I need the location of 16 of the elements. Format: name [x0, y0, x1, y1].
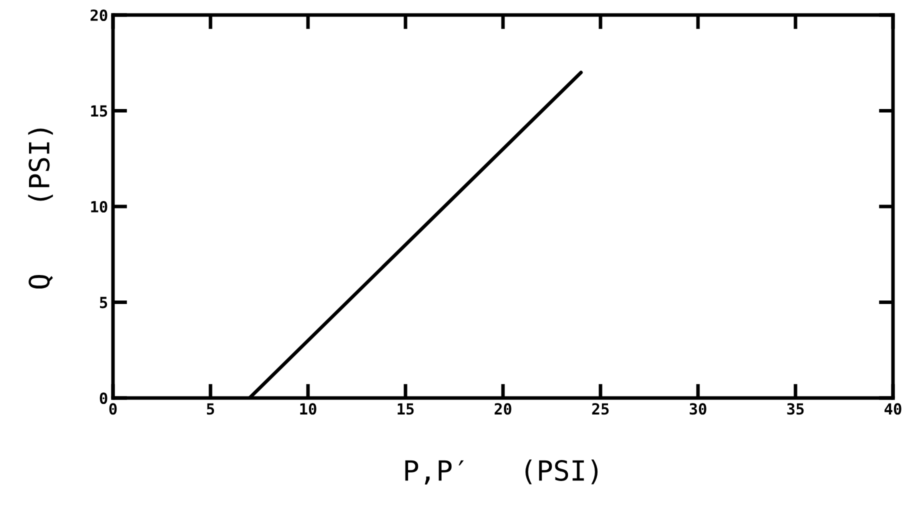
- y-tick-label: 5: [100, 296, 108, 308]
- x-tick-label: 40: [884, 403, 902, 415]
- y-tick-label: 15: [91, 105, 108, 117]
- x-tick-label: 15: [398, 403, 414, 415]
- x-tick-label: 30: [690, 403, 706, 415]
- x-tick-label: 10: [300, 403, 316, 415]
- x-tick-label: 20: [494, 403, 512, 415]
- x-tick-label: 35: [787, 403, 804, 415]
- x-tick-label: 25: [592, 403, 609, 415]
- x-axis-title: P,P′ (PSI): [405, 459, 598, 484]
- y-tick-label: 0: [100, 392, 108, 404]
- y-tick-label: 20: [90, 9, 108, 22]
- x-tick-label: 0: [109, 403, 117, 415]
- y-tick-label: 10: [91, 200, 108, 213]
- x-tick-label: 5: [206, 403, 214, 415]
- y-axis-title: Q (PSI): [28, 128, 53, 289]
